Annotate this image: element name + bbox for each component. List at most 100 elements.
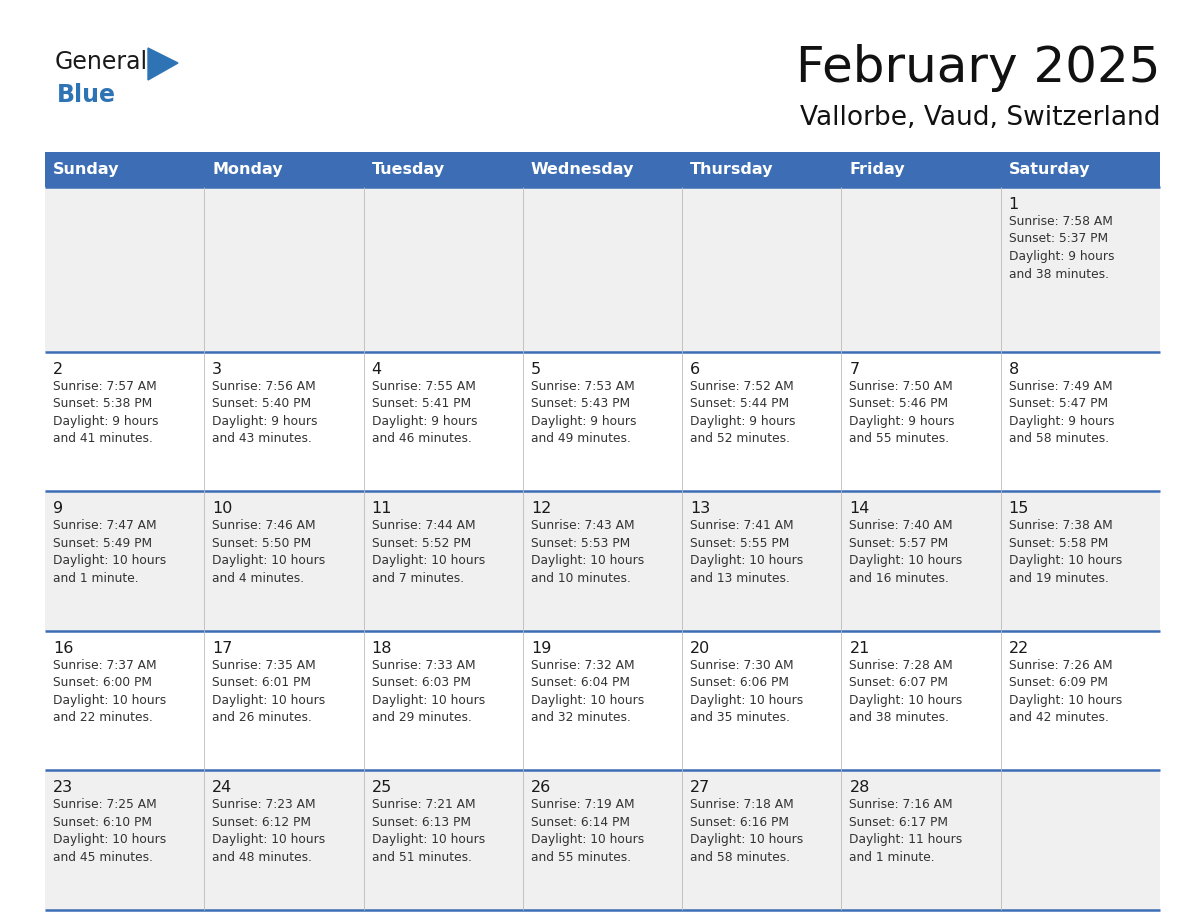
Text: Monday: Monday [213, 162, 283, 177]
Text: Sunrise: 7:56 AM: Sunrise: 7:56 AM [213, 379, 316, 393]
Text: Daylight: 10 hours: Daylight: 10 hours [1009, 694, 1121, 707]
Text: Wednesday: Wednesday [531, 162, 634, 177]
Bar [1000, 152, 1159, 187]
Text: Sunset: 5:41 PM: Sunset: 5:41 PM [372, 397, 470, 410]
Text: Sunrise: 7:28 AM: Sunrise: 7:28 AM [849, 659, 953, 672]
Text: 15: 15 [1009, 501, 1029, 516]
Text: Sunset: 6:13 PM: Sunset: 6:13 PM [372, 816, 470, 829]
Text: Sunset: 6:16 PM: Sunset: 6:16 PM [690, 816, 789, 829]
Text: Daylight: 10 hours: Daylight: 10 hours [1009, 554, 1121, 567]
Text: 14: 14 [849, 501, 870, 516]
Bar [523, 152, 682, 187]
Text: 19: 19 [531, 641, 551, 655]
Text: Daylight: 10 hours: Daylight: 10 hours [690, 554, 803, 567]
Text: Daylight: 10 hours: Daylight: 10 hours [531, 554, 644, 567]
Bar [45, 631, 1159, 770]
Text: Sunset: 5:57 PM: Sunset: 5:57 PM [849, 537, 949, 550]
Text: Tuesday: Tuesday [372, 162, 444, 177]
Text: Daylight: 10 hours: Daylight: 10 hours [53, 834, 166, 846]
Text: Sunrise: 7:52 AM: Sunrise: 7:52 AM [690, 379, 794, 393]
Text: 21: 21 [849, 641, 870, 655]
Text: Daylight: 11 hours: Daylight: 11 hours [849, 834, 962, 846]
Text: 6: 6 [690, 362, 700, 376]
Text: General: General [55, 50, 148, 74]
Text: Sunrise: 7:55 AM: Sunrise: 7:55 AM [372, 379, 475, 393]
Text: Sunset: 5:55 PM: Sunset: 5:55 PM [690, 537, 790, 550]
Text: 2: 2 [53, 362, 63, 376]
Bar [45, 187, 1159, 352]
Text: and 19 minutes.: and 19 minutes. [1009, 572, 1108, 585]
Text: and 58 minutes.: and 58 minutes. [1009, 432, 1108, 445]
Text: Friday: Friday [849, 162, 905, 177]
Polygon shape [148, 48, 178, 80]
Text: Sunrise: 7:41 AM: Sunrise: 7:41 AM [690, 520, 794, 532]
Text: and 13 minutes.: and 13 minutes. [690, 572, 790, 585]
Text: Sunrise: 7:18 AM: Sunrise: 7:18 AM [690, 799, 794, 812]
Text: Sunset: 5:43 PM: Sunset: 5:43 PM [531, 397, 630, 410]
Text: and 29 minutes.: and 29 minutes. [372, 711, 472, 724]
Bar [45, 491, 1159, 631]
Text: Sunrise: 7:38 AM: Sunrise: 7:38 AM [1009, 520, 1112, 532]
Text: Daylight: 10 hours: Daylight: 10 hours [53, 694, 166, 707]
Text: Sunset: 5:37 PM: Sunset: 5:37 PM [1009, 232, 1108, 245]
Text: Sunset: 5:52 PM: Sunset: 5:52 PM [372, 537, 470, 550]
Text: 13: 13 [690, 501, 710, 516]
Text: Sunset: 5:47 PM: Sunset: 5:47 PM [1009, 397, 1108, 410]
Text: Sunrise: 7:26 AM: Sunrise: 7:26 AM [1009, 659, 1112, 672]
Text: Sunrise: 7:35 AM: Sunrise: 7:35 AM [213, 659, 316, 672]
Text: Sunrise: 7:40 AM: Sunrise: 7:40 AM [849, 520, 953, 532]
Bar [364, 152, 523, 187]
Text: Daylight: 9 hours: Daylight: 9 hours [53, 415, 158, 428]
Text: 8: 8 [1009, 362, 1019, 376]
Bar [204, 152, 364, 187]
Text: Daylight: 10 hours: Daylight: 10 hours [372, 554, 485, 567]
Text: Daylight: 9 hours: Daylight: 9 hours [531, 415, 637, 428]
Text: and 35 minutes.: and 35 minutes. [690, 711, 790, 724]
Text: Blue: Blue [57, 83, 116, 107]
Text: Sunset: 5:53 PM: Sunset: 5:53 PM [531, 537, 630, 550]
Text: Daylight: 10 hours: Daylight: 10 hours [531, 834, 644, 846]
Text: and 55 minutes.: and 55 minutes. [849, 432, 949, 445]
Text: and 32 minutes.: and 32 minutes. [531, 711, 631, 724]
Text: Daylight: 10 hours: Daylight: 10 hours [53, 554, 166, 567]
Text: Sunset: 5:50 PM: Sunset: 5:50 PM [213, 537, 311, 550]
Text: and 4 minutes.: and 4 minutes. [213, 572, 304, 585]
Bar [45, 770, 1159, 910]
Text: 28: 28 [849, 780, 870, 795]
Text: Sunday: Sunday [53, 162, 120, 177]
Text: 9: 9 [53, 501, 63, 516]
Text: Sunset: 6:14 PM: Sunset: 6:14 PM [531, 816, 630, 829]
Bar [841, 152, 1000, 187]
Text: and 22 minutes.: and 22 minutes. [53, 711, 153, 724]
Text: and 51 minutes.: and 51 minutes. [372, 851, 472, 864]
Text: and 43 minutes.: and 43 minutes. [213, 432, 312, 445]
Text: 18: 18 [372, 641, 392, 655]
Text: Sunset: 6:09 PM: Sunset: 6:09 PM [1009, 677, 1107, 689]
Text: Sunset: 5:46 PM: Sunset: 5:46 PM [849, 397, 948, 410]
Text: Daylight: 10 hours: Daylight: 10 hours [849, 694, 962, 707]
Text: and 10 minutes.: and 10 minutes. [531, 572, 631, 585]
Text: and 46 minutes.: and 46 minutes. [372, 432, 472, 445]
Text: Sunrise: 7:23 AM: Sunrise: 7:23 AM [213, 799, 316, 812]
Text: Daylight: 10 hours: Daylight: 10 hours [531, 694, 644, 707]
Text: and 52 minutes.: and 52 minutes. [690, 432, 790, 445]
Text: Sunrise: 7:49 AM: Sunrise: 7:49 AM [1009, 379, 1112, 393]
Bar [682, 152, 841, 187]
Text: 10: 10 [213, 501, 233, 516]
Text: Sunrise: 7:57 AM: Sunrise: 7:57 AM [53, 379, 157, 393]
Text: 26: 26 [531, 780, 551, 795]
Text: Sunset: 5:38 PM: Sunset: 5:38 PM [53, 397, 152, 410]
Text: and 41 minutes.: and 41 minutes. [53, 432, 153, 445]
Text: Daylight: 10 hours: Daylight: 10 hours [372, 834, 485, 846]
Text: Sunrise: 7:25 AM: Sunrise: 7:25 AM [53, 799, 157, 812]
Text: Sunrise: 7:16 AM: Sunrise: 7:16 AM [849, 799, 953, 812]
Bar [45, 352, 1159, 491]
Text: Sunset: 5:58 PM: Sunset: 5:58 PM [1009, 537, 1108, 550]
Text: 24: 24 [213, 780, 233, 795]
Text: Daylight: 10 hours: Daylight: 10 hours [690, 694, 803, 707]
Text: and 1 minute.: and 1 minute. [849, 851, 935, 864]
Text: Sunrise: 7:44 AM: Sunrise: 7:44 AM [372, 520, 475, 532]
Text: Sunset: 6:06 PM: Sunset: 6:06 PM [690, 677, 789, 689]
Text: Sunrise: 7:37 AM: Sunrise: 7:37 AM [53, 659, 157, 672]
Text: Sunset: 6:00 PM: Sunset: 6:00 PM [53, 677, 152, 689]
